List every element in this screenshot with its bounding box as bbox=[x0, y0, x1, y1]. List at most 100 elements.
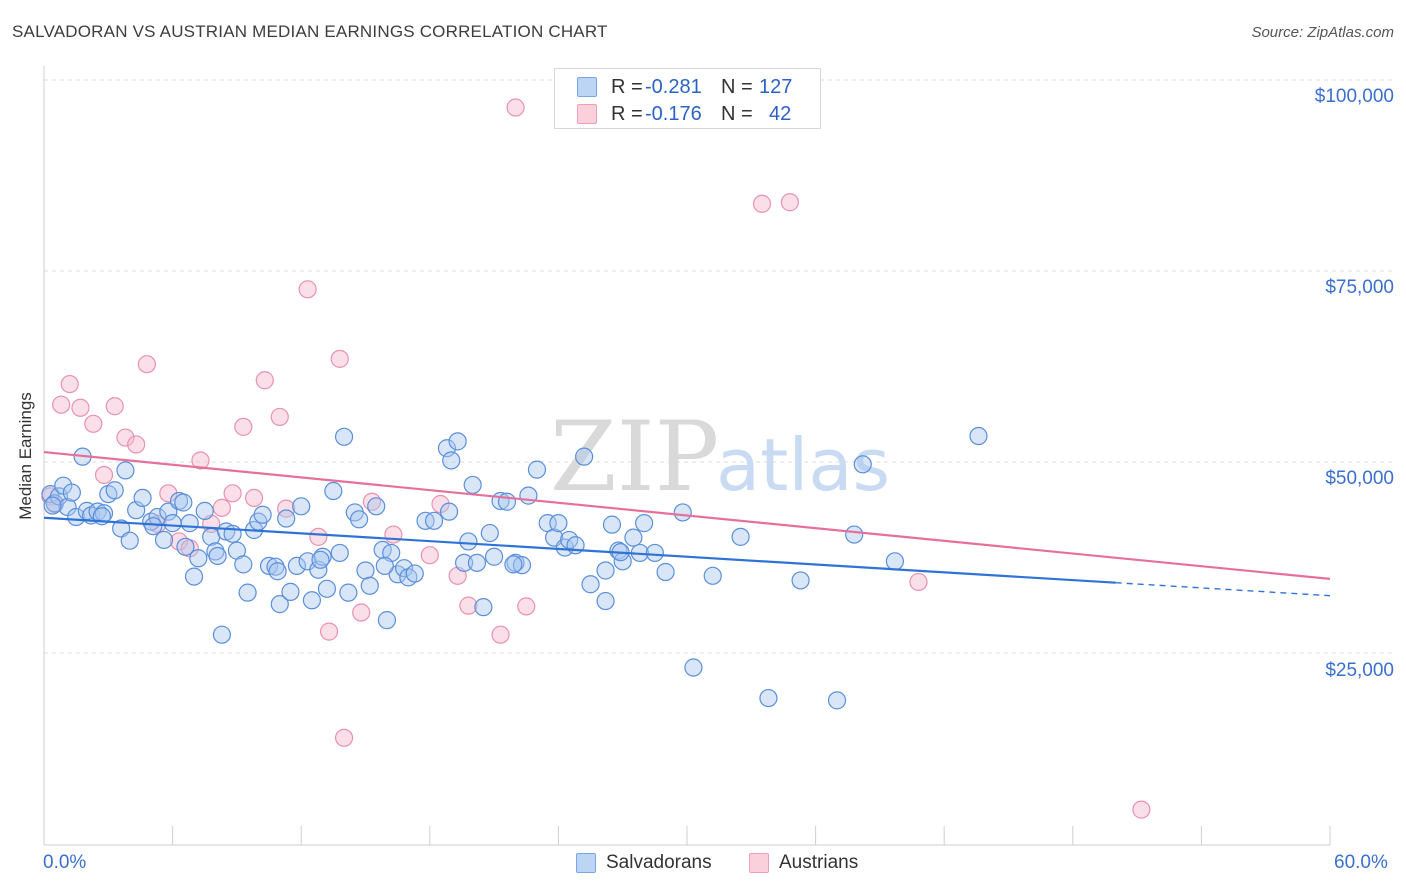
salvadoran-point bbox=[356, 561, 375, 580]
salvadoran-point bbox=[504, 555, 523, 574]
salvadoran-point bbox=[731, 527, 750, 546]
austrian-point bbox=[127, 435, 146, 454]
salvadoran-point bbox=[367, 497, 386, 516]
salvadorans-trend-line bbox=[43, 516, 1116, 584]
salvadoran-point bbox=[969, 426, 988, 446]
salvadoran-point bbox=[375, 556, 394, 576]
legend-r-label: R = bbox=[611, 75, 643, 98]
austrian-point bbox=[752, 194, 772, 213]
salvadoran-point bbox=[448, 432, 467, 451]
legend-r-value: -0.176 bbox=[645, 102, 702, 125]
y-tick-25000: $25,000 bbox=[1325, 660, 1394, 681]
watermark-atlas: atlas bbox=[716, 423, 890, 507]
salvadoran-point bbox=[703, 566, 722, 585]
austrian-point bbox=[334, 728, 354, 747]
series-legend-austrians[interactable]: Austrians bbox=[749, 852, 858, 874]
austrian-point bbox=[319, 622, 339, 641]
salvadoran-point bbox=[334, 427, 354, 446]
salvadoran-point bbox=[463, 475, 482, 495]
salvadoran-point bbox=[238, 583, 257, 602]
salvadoran-point bbox=[339, 583, 358, 602]
legend-n-label: N = bbox=[721, 75, 753, 98]
salvadoran-point bbox=[324, 481, 343, 501]
austrian-point bbox=[330, 349, 349, 368]
series-legend-label: Salvadorans bbox=[606, 852, 712, 873]
austrian-point bbox=[255, 371, 274, 390]
salvadoran-point bbox=[287, 556, 307, 576]
salvadoran-point bbox=[549, 514, 568, 533]
austrian-point bbox=[298, 280, 317, 299]
salvadoran-point bbox=[144, 517, 163, 536]
x-tick-min: 0.0% bbox=[43, 852, 87, 873]
austrian-point bbox=[105, 397, 124, 416]
salvadoran-point bbox=[133, 488, 152, 508]
watermark: ZIP atlas bbox=[550, 401, 890, 513]
salvadoran-point bbox=[208, 546, 227, 566]
austrians-trend-line bbox=[43, 450, 1331, 580]
salvadoran-point bbox=[195, 501, 214, 520]
y-tick-75000: $75,000 bbox=[1325, 277, 1394, 298]
axes bbox=[43, 66, 1331, 846]
austrian-point bbox=[234, 417, 253, 436]
salvadoran-point bbox=[575, 447, 594, 466]
salvadoran-point bbox=[853, 455, 872, 474]
salvadoran-point bbox=[189, 549, 208, 568]
salvadoran-point bbox=[43, 496, 62, 515]
salvadoran-point bbox=[163, 514, 182, 533]
salvadoran-point bbox=[105, 481, 124, 500]
salvadorans-trend-extension bbox=[1115, 582, 1331, 597]
salvadoran-point bbox=[292, 497, 311, 516]
salvadoran-point bbox=[485, 547, 504, 566]
salvadoran-point bbox=[459, 532, 478, 551]
salvadoran-point bbox=[253, 505, 272, 524]
trend-lines bbox=[43, 450, 1331, 597]
y-axis-label: Median Earnings bbox=[16, 392, 35, 520]
salvadoran-point bbox=[439, 502, 459, 521]
salvadoran-point bbox=[602, 515, 622, 534]
salvadoran-point bbox=[313, 547, 332, 566]
austrian-point bbox=[270, 407, 289, 427]
austrian-point bbox=[191, 451, 210, 470]
legend-row-austrians: R = -0.176 N = 42 bbox=[577, 103, 809, 125]
salvadoran-point bbox=[635, 514, 654, 533]
salvadoran-point bbox=[268, 562, 287, 581]
salvadoran-point bbox=[154, 530, 174, 550]
salvadoran-point bbox=[596, 561, 615, 580]
austrian-point bbox=[277, 499, 296, 518]
austrian-point bbox=[223, 484, 242, 503]
austrian-point bbox=[94, 465, 114, 485]
austrian-point bbox=[352, 603, 371, 622]
austrian-point bbox=[116, 428, 135, 447]
salvadoran-point bbox=[673, 503, 692, 522]
series-swatch-blue bbox=[576, 853, 596, 873]
salvadoran-point bbox=[302, 591, 322, 610]
austrian-point bbox=[384, 525, 403, 544]
salvadoran-point bbox=[519, 486, 538, 505]
salvadoran-point bbox=[184, 567, 204, 586]
salvadoran-point bbox=[645, 543, 664, 563]
salvadoran-point bbox=[827, 691, 847, 710]
austrian-point bbox=[244, 488, 264, 508]
austrian-point bbox=[84, 414, 103, 433]
austrian-point bbox=[491, 625, 510, 644]
salvadoran-point bbox=[581, 575, 600, 594]
series-legend-salvadorans[interactable]: Salvadorans bbox=[576, 852, 712, 874]
salvadoran-point bbox=[474, 598, 493, 617]
gridlines bbox=[44, 79, 1392, 654]
salvadoran-point bbox=[656, 562, 675, 582]
salvadoran-point bbox=[377, 611, 397, 630]
salvadoran-point bbox=[67, 507, 86, 527]
austrian-point bbox=[212, 498, 231, 517]
legend-n-label: N = bbox=[721, 102, 753, 125]
x-tick-max: 60.0% bbox=[1334, 852, 1388, 873]
salvadoran-point bbox=[349, 510, 369, 529]
legend-r-label: R = bbox=[611, 102, 643, 125]
legend-r-value: -0.281 bbox=[645, 75, 702, 98]
legend-n-value: 127 bbox=[759, 75, 793, 98]
salvadoran-point bbox=[360, 576, 379, 595]
austrian-point bbox=[459, 596, 478, 615]
austrian-point bbox=[517, 597, 536, 616]
salvadoran-point bbox=[684, 658, 703, 677]
series-legend-label: Austrians bbox=[779, 852, 859, 873]
